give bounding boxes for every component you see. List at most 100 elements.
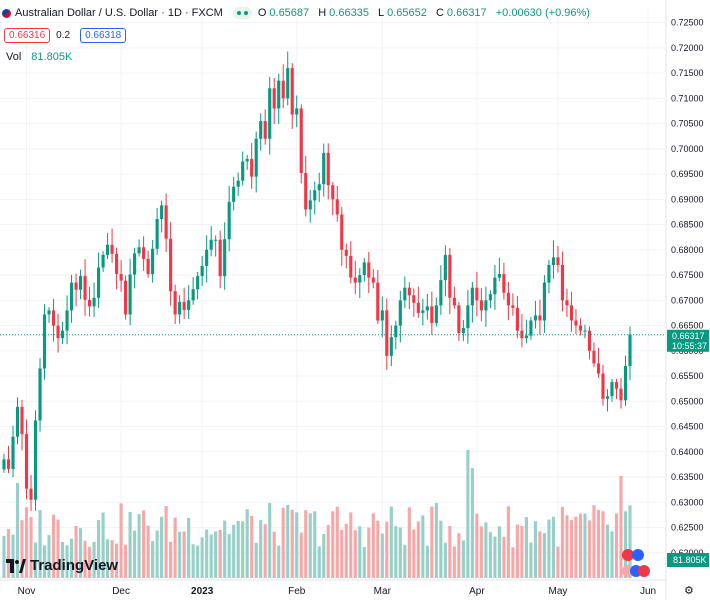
volume-bar bbox=[484, 522, 488, 578]
volume-bar bbox=[565, 515, 569, 578]
candle-body bbox=[205, 249, 209, 266]
volume-bar bbox=[173, 517, 177, 578]
volume-bar bbox=[542, 533, 547, 578]
candle-body bbox=[151, 248, 155, 275]
time-tick-label: Mar bbox=[374, 586, 392, 597]
buy-button[interactable]: 0.66318 bbox=[80, 27, 127, 43]
volume-bar bbox=[497, 526, 501, 578]
price-tick-label: 0.69500 bbox=[671, 169, 704, 179]
candle-body bbox=[569, 305, 574, 321]
candle-body bbox=[394, 325, 398, 338]
candle-body bbox=[331, 185, 335, 200]
volume-bar bbox=[380, 533, 384, 578]
volume-bar bbox=[151, 541, 155, 578]
volume-bar bbox=[515, 524, 519, 578]
volume-bar bbox=[605, 524, 610, 578]
volume-bar bbox=[389, 506, 393, 578]
candle-body bbox=[115, 253, 119, 275]
candle-body bbox=[65, 310, 69, 331]
volume-bar bbox=[461, 540, 465, 578]
candle-body bbox=[362, 262, 366, 276]
tradingview-logo[interactable]: TradingView bbox=[6, 557, 118, 574]
aud-usd-flag-icon bbox=[2, 8, 11, 18]
candle-body bbox=[92, 297, 96, 307]
volume-bar bbox=[407, 507, 411, 578]
last-price-label: 0.66317 10:55:37 bbox=[667, 329, 709, 352]
candle-body bbox=[560, 264, 565, 301]
volume-bar bbox=[394, 526, 398, 578]
candle-body bbox=[601, 373, 605, 399]
candle-body bbox=[245, 158, 249, 162]
symbol-title[interactable]: Australian Dollar / U.S. Dollar · 1D · F… bbox=[15, 7, 223, 19]
candle-body bbox=[191, 289, 195, 301]
candle-body bbox=[583, 330, 587, 332]
volume-label[interactable]: Vol bbox=[6, 51, 22, 63]
candle-body bbox=[200, 265, 204, 277]
ohlc-values: O 0.65687 H 0.66335 L 0.65652 C 0.66317 +0.0… bbox=[257, 7, 590, 19]
candle-body bbox=[533, 315, 538, 321]
candle-body bbox=[380, 310, 384, 321]
volume-bar bbox=[106, 539, 110, 578]
volume-bar bbox=[92, 541, 96, 578]
spread-value: 0.2 bbox=[56, 29, 71, 41]
volume-bar bbox=[83, 540, 87, 578]
volume-bar bbox=[11, 534, 15, 578]
candle-body bbox=[106, 244, 110, 255]
volume-bar bbox=[277, 545, 281, 578]
volume-bar bbox=[556, 546, 560, 578]
candle-body bbox=[605, 396, 610, 399]
candle-body bbox=[488, 294, 492, 301]
volume-bar bbox=[578, 513, 583, 578]
candle-body bbox=[160, 205, 164, 220]
candle-body bbox=[470, 287, 474, 306]
volume-bar bbox=[385, 521, 389, 578]
price-tick-label: 0.71500 bbox=[671, 68, 704, 78]
volume-bar bbox=[33, 542, 38, 578]
chart-legend: Australian Dollar / U.S. Dollar · 1D · F… bbox=[0, 4, 593, 70]
market-open-badge[interactable] bbox=[232, 7, 252, 19]
volume-bar bbox=[232, 524, 236, 578]
volume-bar bbox=[69, 538, 74, 578]
volume-bar bbox=[286, 504, 290, 578]
candle-body bbox=[538, 315, 542, 321]
volume-bar bbox=[425, 545, 429, 578]
volume-bar bbox=[200, 537, 204, 578]
time-tick-label: May bbox=[548, 586, 567, 597]
candle-body bbox=[376, 282, 380, 321]
price-axis[interactable]: 0.72500 0.72000 0.71500 0.71000 0.70500 0.700… bbox=[671, 18, 704, 558]
volume-bar bbox=[191, 544, 195, 578]
volume-bar bbox=[376, 520, 380, 578]
price-tick-label: 0.70000 bbox=[671, 144, 704, 154]
candle-body bbox=[236, 180, 240, 187]
candle-body bbox=[277, 80, 281, 109]
candle-body bbox=[425, 306, 429, 311]
candle-body bbox=[434, 305, 438, 324]
event-icons[interactable] bbox=[622, 549, 650, 577]
candle-body bbox=[33, 420, 38, 500]
settings-gear-icon[interactable]: ⚙ bbox=[684, 585, 694, 597]
candle-body bbox=[326, 152, 330, 186]
candle-body bbox=[254, 138, 258, 177]
volume-bar bbox=[290, 509, 294, 578]
volume-bar bbox=[524, 517, 528, 578]
volume-bar bbox=[592, 505, 596, 578]
price-tick-label: 0.68500 bbox=[671, 220, 704, 230]
volume-bar bbox=[349, 512, 353, 578]
volume-bar bbox=[87, 546, 92, 578]
price-tick-label: 0.62000 bbox=[671, 548, 704, 558]
volume-bar bbox=[250, 515, 254, 578]
price-tick-label: 0.71000 bbox=[671, 93, 704, 103]
candle-body bbox=[389, 337, 393, 356]
time-axis[interactable]: Nov Dec 2023 Feb Mar Apr May Jun bbox=[0, 579, 666, 597]
volume-bar bbox=[169, 541, 173, 578]
bar-countdown: 10:55:37 bbox=[672, 341, 707, 351]
sell-button[interactable]: 0.66316 bbox=[4, 27, 51, 43]
volume-bar bbox=[304, 510, 308, 578]
candle-body bbox=[96, 267, 101, 298]
candle-body bbox=[547, 264, 551, 283]
volume-bar bbox=[520, 526, 524, 578]
candle-body bbox=[349, 255, 353, 278]
candle-body bbox=[412, 295, 416, 303]
volume-bar bbox=[322, 534, 326, 578]
